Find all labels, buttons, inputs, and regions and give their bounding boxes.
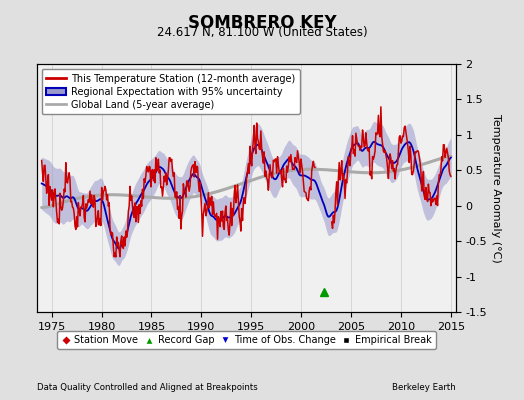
Y-axis label: Temperature Anomaly (°C): Temperature Anomaly (°C) <box>492 114 501 262</box>
Text: Berkeley Earth: Berkeley Earth <box>392 383 456 392</box>
Legend: This Temperature Station (12-month average), Regional Expectation with 95% uncer: This Temperature Station (12-month avera… <box>41 69 300 114</box>
Text: 24.617 N, 81.100 W (United States): 24.617 N, 81.100 W (United States) <box>157 26 367 39</box>
Legend: Station Move, Record Gap, Time of Obs. Change, Empirical Break: Station Move, Record Gap, Time of Obs. C… <box>57 331 436 349</box>
Text: SOMBRERO KEY: SOMBRERO KEY <box>188 14 336 32</box>
Text: Data Quality Controlled and Aligned at Breakpoints: Data Quality Controlled and Aligned at B… <box>37 383 257 392</box>
